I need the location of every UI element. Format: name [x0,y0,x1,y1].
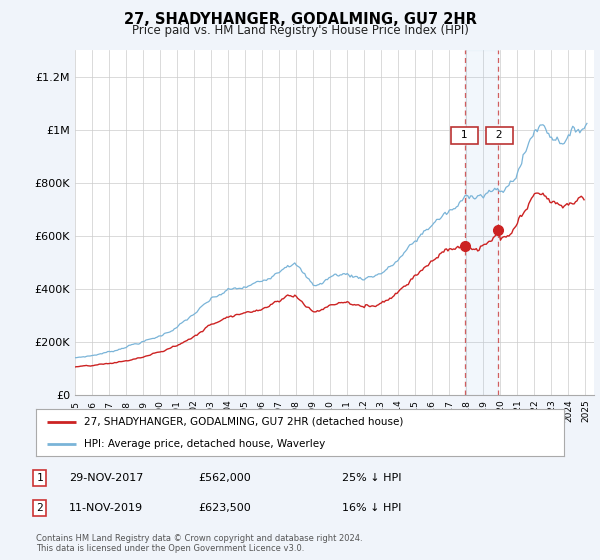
Text: 27, SHADYHANGER, GODALMING, GU7 2HR (detached house): 27, SHADYHANGER, GODALMING, GU7 2HR (det… [83,417,403,427]
Text: 16% ↓ HPI: 16% ↓ HPI [342,503,401,513]
Text: 25% ↓ HPI: 25% ↓ HPI [342,473,401,483]
Text: 1: 1 [36,473,43,483]
Text: 2: 2 [489,130,509,140]
Text: 11-NOV-2019: 11-NOV-2019 [69,503,143,513]
Text: £562,000: £562,000 [198,473,251,483]
Text: 1: 1 [454,130,474,140]
Text: 27, SHADYHANGER, GODALMING, GU7 2HR: 27, SHADYHANGER, GODALMING, GU7 2HR [124,12,476,27]
Text: Price paid vs. HM Land Registry's House Price Index (HPI): Price paid vs. HM Land Registry's House … [131,24,469,36]
Text: HPI: Average price, detached house, Waverley: HPI: Average price, detached house, Wave… [83,438,325,449]
Text: Contains HM Land Registry data © Crown copyright and database right 2024.
This d: Contains HM Land Registry data © Crown c… [36,534,362,553]
Text: £623,500: £623,500 [198,503,251,513]
Bar [465,50,498,395]
Text: 2: 2 [36,503,43,513]
Text: 29-NOV-2017: 29-NOV-2017 [69,473,143,483]
